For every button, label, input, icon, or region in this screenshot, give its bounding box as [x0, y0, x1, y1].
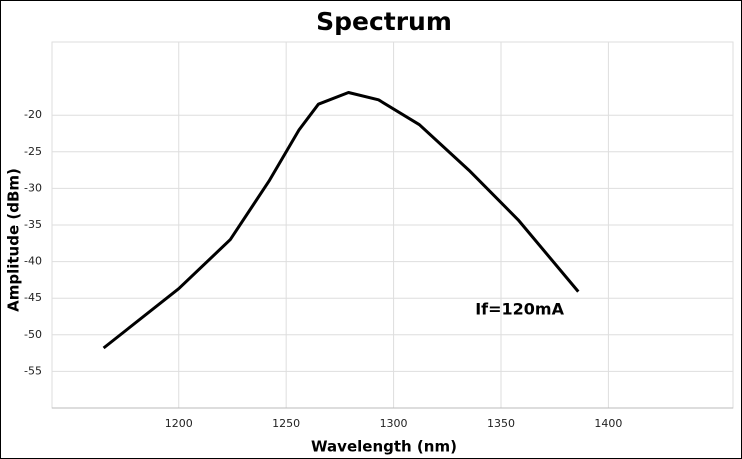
y-tick-label: -40 [24, 255, 42, 268]
y-tick-label: -20 [24, 108, 42, 121]
y-tick-label: -50 [24, 328, 42, 341]
x-tick-label: 1300 [380, 417, 408, 430]
chart-title: Spectrum [316, 7, 452, 36]
y-tick-label: -35 [24, 218, 42, 231]
x-tick-label: 1350 [487, 417, 515, 430]
y-tick-label: -45 [24, 291, 42, 304]
y-tick-label: -55 [24, 364, 42, 377]
annotation: If=120mA [475, 299, 564, 318]
line [102, 91, 580, 350]
x-tick-label: 1250 [272, 417, 300, 430]
x-tick-label: 1200 [165, 417, 193, 430]
y-tick-label: -25 [24, 145, 42, 158]
x-axis-label: Wavelength (nm) [311, 438, 457, 456]
y-tick-label: -30 [24, 181, 42, 194]
y-axis-label: Amplitude (dBm) [5, 168, 23, 312]
x-tick-label: 1400 [594, 417, 622, 430]
